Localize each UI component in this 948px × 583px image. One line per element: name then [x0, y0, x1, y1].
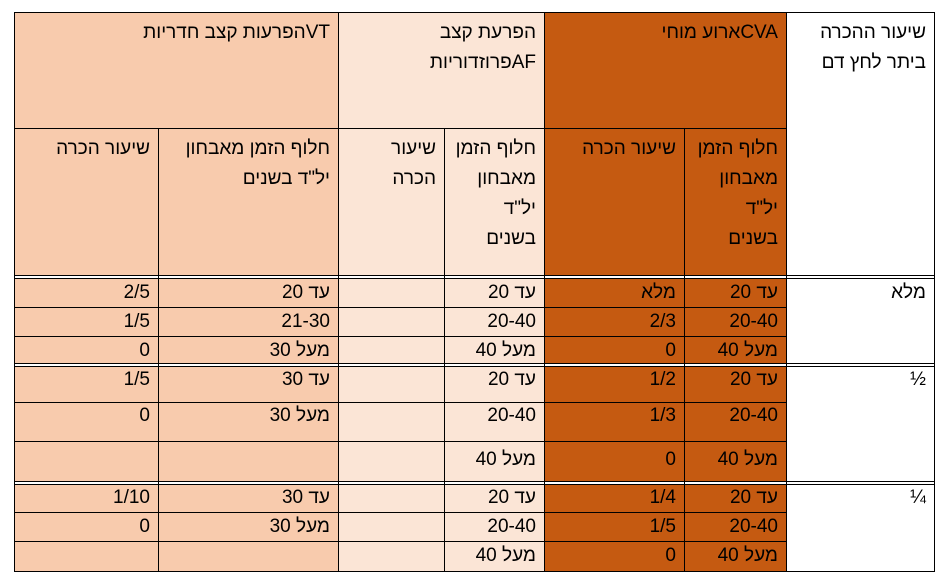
vt-time-cell: עד 30 [158, 365, 338, 401]
cva-time-cell: 20-40 [684, 401, 786, 441]
vt-time-cell: מעל 30 [158, 512, 338, 541]
af-rate-cell [338, 307, 444, 336]
vt-time-cell: עד 20 [158, 278, 338, 307]
af-rate-cell [338, 336, 444, 365]
vt-time-cell: עד 30 [158, 483, 338, 512]
group-separator-gap [14, 275, 934, 278]
vt-rate-cell: 2/5 [14, 278, 158, 307]
cva-time-cell: עד 20 [684, 278, 786, 307]
vt-time-cell [158, 441, 338, 483]
column-divider [444, 128, 445, 572]
group-divider [14, 366, 934, 367]
af-time-cell: מעל 40 [444, 336, 544, 365]
cva-rate-cell: 1/2 [544, 365, 684, 401]
vt-rate-cell: 0 [14, 401, 158, 441]
vt-rate-subheader: שיעור הכרה [14, 128, 158, 278]
cva-rate-cell: 1/4 [544, 483, 684, 512]
table-border-left [14, 12, 15, 572]
group-label-half: ½ [786, 365, 934, 483]
af-rate-subheader: שיעור הכרה [338, 128, 444, 278]
af-rate-cell [338, 401, 444, 441]
cva-rate-subheader: שיעור הכרה [544, 128, 684, 278]
cva-header: CVAארוע מוחי [544, 12, 786, 128]
cva-rate-cell: 0 [544, 336, 684, 365]
group-separator-gap [14, 481, 934, 484]
vt-header: VTהפרעות קצב חדריות [14, 12, 338, 128]
vt-rate-cell: 1/5 [14, 307, 158, 336]
af-rate-cell [338, 512, 444, 541]
group-separator-gap [14, 363, 934, 366]
vt-time-cell: 21-30 [158, 307, 338, 336]
cva-time-cell: עד 20 [684, 365, 786, 401]
table-border-right [934, 12, 935, 572]
vt-rate-cell [14, 441, 158, 483]
vt-rate-cell: 0 [14, 512, 158, 541]
row-divider [14, 441, 786, 442]
af-header: הפרעת קצב AFפרוזדוריות [338, 12, 544, 128]
cva-rate-cell: 1/5 [544, 512, 684, 541]
table-border-bottom [14, 571, 934, 572]
group-divider [14, 481, 934, 482]
vt-rate-cell [14, 541, 158, 572]
cva-time-cell: 20-40 [684, 512, 786, 541]
group-label-quarter: ¼ [786, 483, 934, 572]
header-divider [14, 128, 786, 129]
group-label-full: מלא [786, 278, 934, 365]
cva-time-cell: 20-40 [684, 307, 786, 336]
af-time-cell: עד 20 [444, 483, 544, 512]
vt-time-subheader: חלוף הזמן מאבחון יל"ד בשנים [158, 128, 338, 278]
row-divider [14, 336, 786, 337]
cva-time-cell: מעל 40 [684, 336, 786, 365]
vt-rate-cell: 1/10 [14, 483, 158, 512]
column-divider [158, 128, 159, 572]
af-rate-cell [338, 441, 444, 483]
group-divider [14, 275, 934, 276]
rate-column-header: שיעור ההכרה ביתר לחץ דם [786, 12, 934, 278]
row-divider [14, 307, 786, 308]
af-time-cell: עד 20 [444, 278, 544, 307]
vt-time-cell [158, 541, 338, 572]
cva-rate-cell: 1/3 [544, 401, 684, 441]
table-border-top [14, 12, 934, 13]
af-time-cell: 20-40 [444, 512, 544, 541]
cva-time-cell: עד 20 [684, 483, 786, 512]
vt-time-cell: מעל 30 [158, 401, 338, 441]
af-rate-cell [338, 278, 444, 307]
vt-time-cell: מעל 30 [158, 336, 338, 365]
cva-time-cell: מעל 40 [684, 541, 786, 572]
af-time-subheader: חלוף הזמן מאבחון יל"ד בשנים [444, 128, 544, 278]
column-divider [786, 12, 787, 572]
af-time-cell: מעל 40 [444, 441, 544, 483]
column-divider [338, 12, 339, 572]
cva-rate-cell: 2/3 [544, 307, 684, 336]
cva-rate-cell: 0 [544, 441, 684, 483]
group-divider [14, 278, 934, 279]
group-divider [14, 484, 934, 485]
vt-rate-cell: 0 [14, 336, 158, 365]
column-divider [684, 128, 685, 572]
af-rate-cell [338, 483, 444, 512]
af-time-cell: עד 20 [444, 365, 544, 401]
cva-rate-cell: 0 [544, 541, 684, 572]
row-divider [14, 512, 786, 513]
group-divider [14, 363, 934, 364]
cva-time-subheader: חלוף הזמן מאבחון יל"ד בשנים [684, 128, 786, 278]
af-time-cell: 20-40 [444, 307, 544, 336]
af-rate-cell [338, 541, 444, 572]
cva-time-cell: מעל 40 [684, 441, 786, 483]
af-time-cell: 20-40 [444, 401, 544, 441]
row-divider [14, 541, 786, 542]
cva-rate-cell: מלא [544, 278, 684, 307]
column-divider [544, 12, 545, 572]
af-rate-cell [338, 365, 444, 401]
row-divider [14, 402, 786, 403]
vt-rate-cell: 1/5 [14, 365, 158, 401]
af-time-cell: מעל 40 [444, 541, 544, 572]
